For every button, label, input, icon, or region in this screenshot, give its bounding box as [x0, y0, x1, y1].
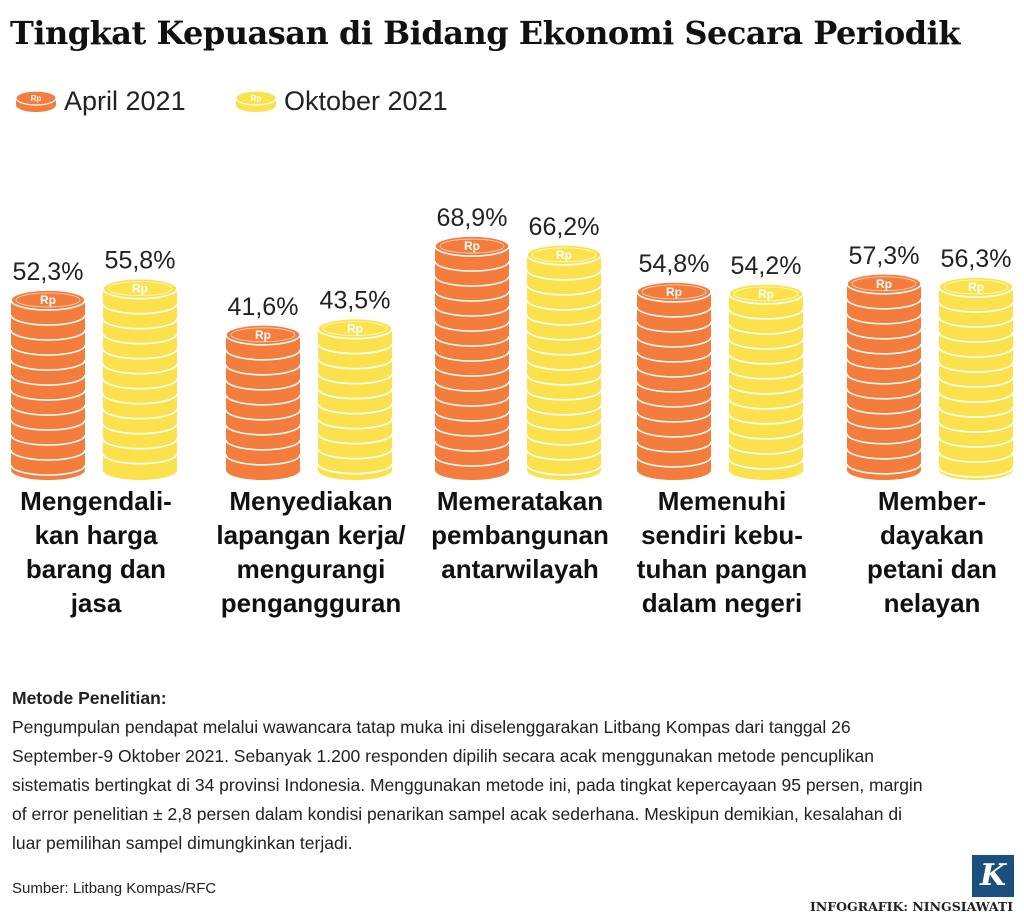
- value-label: 55,8%: [105, 247, 176, 275]
- coin-bar-april-4: Rp: [636, 281, 712, 480]
- category-label-line: tuhan pangan: [636, 554, 808, 584]
- infographic-credit: INFOGRAFIK: NINGSIAWATI: [810, 899, 1014, 914]
- method-line: sistematis bertingkat di 34 provinsi Ind…: [12, 775, 923, 795]
- method-section: Metode Penelitian: Pengumpulan pendapat …: [12, 684, 1012, 858]
- method-line: September-9 Oktober 2021. Sebanyak 1.200…: [12, 746, 874, 766]
- coin-bar-chart: Rp 52,3% Rp 41,6% Rp 68,9% Rp 54,8% Rp 57,3% Rp 55,…: [10, 204, 1014, 480]
- source-note: Sumber: Litbang Kompas/RFC: [12, 880, 217, 897]
- method-heading: Metode Penelitian:: [12, 688, 167, 708]
- coin-symbol: Rp: [556, 248, 572, 262]
- legend-label-april: April 2021: [64, 86, 186, 116]
- coin-symbol: Rp: [758, 287, 774, 301]
- coin-symbol: Rp: [666, 285, 682, 299]
- method-line: Pengumpulan pendapat melalui wawancara t…: [12, 717, 851, 737]
- category-label-line: pengangguran: [220, 588, 402, 618]
- category-label-line: mengurangi: [236, 554, 386, 584]
- category-label-line: petani dan: [866, 554, 997, 584]
- coin-bar-oktober-5: Rp: [938, 276, 1014, 480]
- coin-bar-oktober-3: Rp: [526, 244, 602, 480]
- coin-bar-april-2: Rp: [225, 324, 301, 480]
- value-label: 52,3%: [13, 258, 84, 286]
- value-label: 68,9%: [437, 204, 508, 232]
- coin-bar-oktober-1: Rp: [102, 277, 178, 480]
- coin-bar-april-5: Rp: [846, 272, 922, 480]
- category-label-line: pembangunan: [431, 520, 609, 550]
- coin-bar-oktober-2: Rp: [317, 317, 393, 480]
- coin-symbol: Rp: [876, 277, 892, 291]
- value-label: 43,5%: [320, 287, 391, 315]
- coin-symbol: Rp: [40, 293, 56, 307]
- category-label-line: dalam negeri: [641, 588, 803, 618]
- category-label-line: barang dan: [25, 554, 167, 584]
- legend-label-oktober: Oktober 2021: [284, 86, 448, 116]
- category-label-line: antarwilayah: [441, 554, 599, 584]
- category-label-1: Mengendali-kan harga barang dan jasa: [0, 484, 201, 620]
- category-label-line: dayakan: [879, 520, 985, 550]
- category-label-line: Memenuhi: [657, 486, 787, 516]
- coin-symbol: Rp: [347, 322, 363, 336]
- category-label-line: lapangan kerja/: [216, 520, 406, 550]
- category-label-line: jasa: [70, 588, 122, 618]
- coin-symbol: Rp: [464, 239, 480, 253]
- category-label-5: Member-dayakan petani dan nelayan: [827, 484, 1024, 620]
- value-label: 56,3%: [941, 245, 1012, 273]
- svg-text:Rp: Rp: [251, 94, 262, 103]
- category-label-line: Memeratakan: [436, 486, 604, 516]
- value-label: 57,3%: [849, 242, 920, 270]
- category-label-line: Menyediakan: [229, 486, 393, 516]
- category-label-4: Memenuhi sendiri kebu-tuhan pangan dalam n…: [617, 484, 827, 620]
- legend-item-april: Rp April 2021: [14, 86, 186, 117]
- coin-bar-april-3: Rp: [434, 235, 510, 480]
- coin-symbol: Rp: [255, 328, 271, 342]
- value-label: 54,2%: [731, 252, 802, 280]
- category-label-line: Member-: [877, 486, 987, 516]
- logo-letter: K: [979, 858, 1007, 893]
- method-line: of error penelitian ± 2,8 persen dalam k…: [12, 804, 902, 824]
- category-label-line: kan harga: [34, 520, 158, 550]
- coin-bar-april-1: Rp: [10, 289, 86, 480]
- category-label-3: Memeratakan pembangunan antarwilayah: [415, 484, 625, 586]
- coin-bar-oktober-4: Rp: [728, 283, 804, 480]
- kompas-logo: K: [972, 855, 1014, 897]
- coin-symbol: Rp: [968, 280, 984, 294]
- category-label-line: Mengendali-: [20, 486, 172, 516]
- category-label-line: nelayan: [883, 588, 981, 618]
- value-label: 41,6%: [228, 293, 299, 321]
- value-label: 66,2%: [529, 213, 600, 241]
- value-label: 54,8%: [639, 250, 710, 278]
- method-line: luar pemilihan sampel dimungkinkan terja…: [12, 833, 353, 853]
- legend-item-oktober: Rp Oktober 2021: [234, 86, 448, 117]
- svg-text:Rp: Rp: [31, 94, 42, 103]
- coin-symbol: Rp: [132, 282, 148, 296]
- chart-title: Tingkat Kepuasan di Bidang Ekonomi Secar…: [10, 14, 960, 52]
- category-label-line: sendiri kebu-: [641, 520, 803, 550]
- legend-coin-april-icon: Rp: [15, 89, 57, 112]
- legend-coin-oktober-icon: Rp: [235, 89, 277, 112]
- category-label-2: Menyediakan lapangan kerja/mengurangi peng…: [206, 484, 416, 620]
